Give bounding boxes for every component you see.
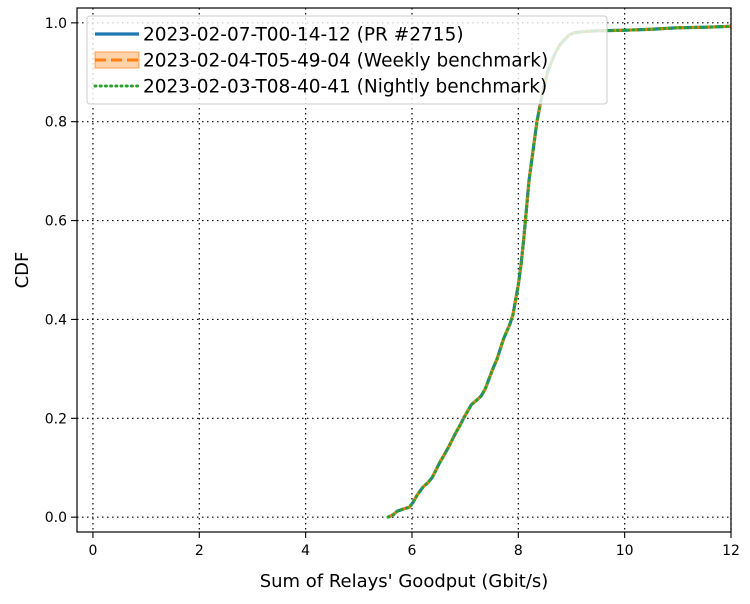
x-tick-label-5: 10 xyxy=(616,543,634,559)
x-tick-label-2: 4 xyxy=(301,543,310,559)
y-tick-label-4: 0.8 xyxy=(45,115,67,131)
y-tick-label-0: 0.0 xyxy=(45,510,67,526)
legend-label-1: 2023-02-04-T05-49-04 (Weekly benchmark) xyxy=(143,51,548,72)
x-tick-label-0: 0 xyxy=(88,543,97,559)
legend-box xyxy=(86,15,608,105)
legend: 2023-02-07-T00-14-12 (PR #2715) 2023-02-0… xyxy=(86,15,608,105)
y-tick-label-3: 0.6 xyxy=(45,214,67,230)
plot-frame xyxy=(76,7,732,533)
x-tick-label-1: 2 xyxy=(195,543,204,559)
legend-label-0: 2023-02-07-T00-14-12 (PR #2715) xyxy=(143,25,464,46)
axis-ticks: 0 2 4 6 8 10 12 0.0 0.2 0.4 0.6 0.8 1.0 xyxy=(45,16,740,559)
x-tick-label-3: 6 xyxy=(408,543,417,559)
y-axis-label: CDF xyxy=(12,252,33,289)
y-tick-label-2: 0.4 xyxy=(45,312,67,328)
x-tick-label-4: 8 xyxy=(514,543,523,559)
x-tick-label-6: 12 xyxy=(722,543,740,559)
y-tick-label-1: 0.2 xyxy=(45,411,67,427)
grid-lines xyxy=(77,8,732,532)
x-axis-label: Sum of Relays' Goodput (Gbit/s) xyxy=(260,571,549,592)
y-tick-label-5: 1.0 xyxy=(45,16,67,32)
legend-label-2: 2023-02-03-T08-40-41 (Nightly benchmark) xyxy=(143,77,547,98)
